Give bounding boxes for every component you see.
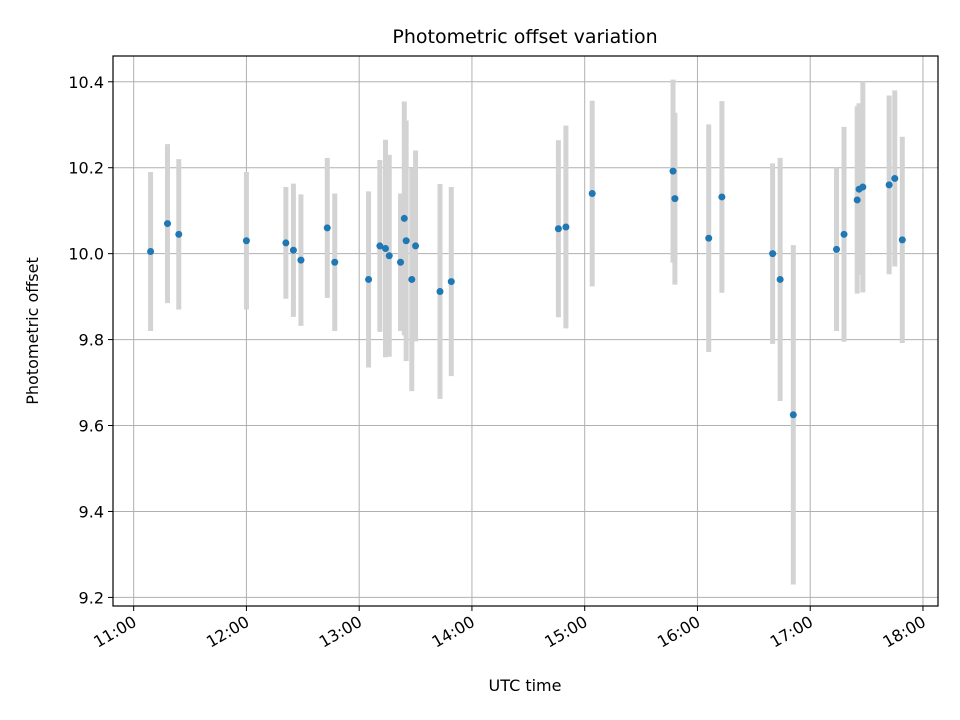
y-tick-label: 9.6 [79,417,104,436]
data-point [408,275,416,283]
y-tick-label: 9.4 [79,502,104,521]
data-point [898,236,906,244]
y-axis-ticks: 9.2 9.4 9.6 9.8 10.0 10.2 10.4 [68,73,113,607]
data-point [833,245,841,253]
x-axis-label: UTC time [489,676,562,695]
y-tick-label: 9.2 [79,588,104,607]
data-point [447,278,455,286]
chart-title: Photometric offset variation [392,26,657,48]
data-point [588,190,596,197]
data-point [554,225,562,233]
y-tick-label: 10.0 [68,245,104,264]
data-point [840,230,848,238]
data-point [289,246,297,254]
data-point [175,230,183,238]
data-point [705,234,713,242]
data-point [323,224,331,232]
data-point [331,258,339,266]
y-axis-label: Photometric offset [23,257,42,405]
data-point [776,275,784,283]
data-point [163,220,171,228]
y-tick-label: 10.2 [68,159,104,178]
data-point [400,214,408,222]
data-point [385,252,393,260]
data-point [381,245,389,252]
data-point [718,193,726,201]
data-point [669,167,677,175]
y-tick-label: 10.4 [68,73,104,92]
data-point [376,242,384,250]
data-point [562,223,570,231]
data-point [891,174,899,182]
data-point [769,250,777,258]
data-point [436,287,444,295]
plot-frame [112,55,939,607]
data-point [282,239,290,247]
data-point [853,196,861,204]
data-point [242,237,250,245]
data-point [297,256,305,264]
data-point [397,258,405,266]
data-point [147,248,155,256]
data-point [365,275,373,283]
data-point [859,183,867,191]
data-point [789,411,797,419]
data-points [147,167,906,419]
grid [113,56,938,606]
data-point [885,181,893,189]
data-point [402,237,410,245]
y-tick-label: 9.8 [79,331,104,350]
data-point [412,242,420,250]
data-point [671,195,679,203]
